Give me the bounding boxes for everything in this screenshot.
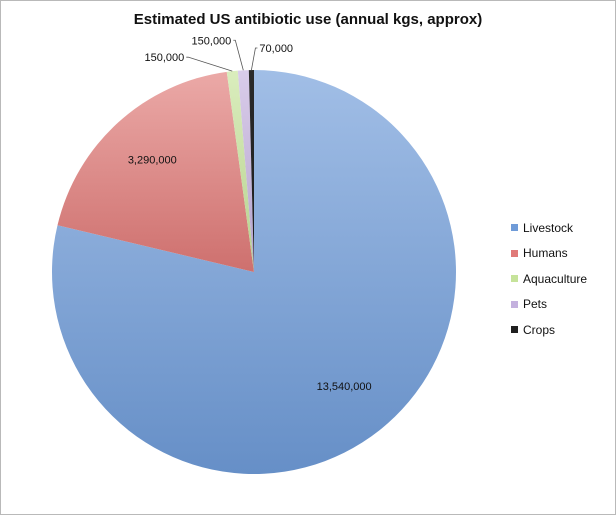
legend-swatch (511, 249, 518, 257)
leader-line-aquaculture (186, 56, 233, 72)
data-label-crops: 70,000 (259, 43, 293, 55)
legend-label: Livestock (523, 220, 574, 235)
legend-item-pets: Pets (511, 292, 587, 318)
data-label-humans: 3,290,000 (128, 155, 177, 167)
pie-slice-humans (57, 71, 255, 273)
pie-slice-crops (248, 70, 254, 272)
leader-line-crops (251, 47, 258, 71)
legend-item-crops: Crops (511, 317, 587, 343)
legend-item-humans: Humans (511, 241, 587, 267)
data-label-livestock: 13,540,000 (317, 381, 372, 393)
legend-label: Pets (523, 297, 548, 312)
data-label-aquaculture: 150,000 (145, 52, 185, 64)
data-label-pets: 150,000 (192, 35, 232, 47)
legend-swatch (511, 224, 518, 232)
legend-swatch (511, 275, 518, 283)
legend-swatch (511, 326, 518, 334)
legend: Livestock Humans Aquaculture Pets Crops (511, 215, 587, 343)
legend-label: Humans (523, 246, 568, 261)
pie-slice-aquaculture (226, 70, 254, 273)
legend-item-livestock: Livestock (511, 215, 587, 241)
legend-swatch (511, 300, 518, 308)
legend-label: Aquaculture (523, 271, 588, 286)
leader-line-pets (233, 39, 244, 71)
chart-title: Estimated US antibiotic use (annual kgs,… (133, 11, 483, 28)
legend-item-aquaculture: Aquaculture (511, 266, 587, 292)
pie-slice-pets (237, 70, 254, 272)
legend-label: Crops (523, 322, 556, 337)
